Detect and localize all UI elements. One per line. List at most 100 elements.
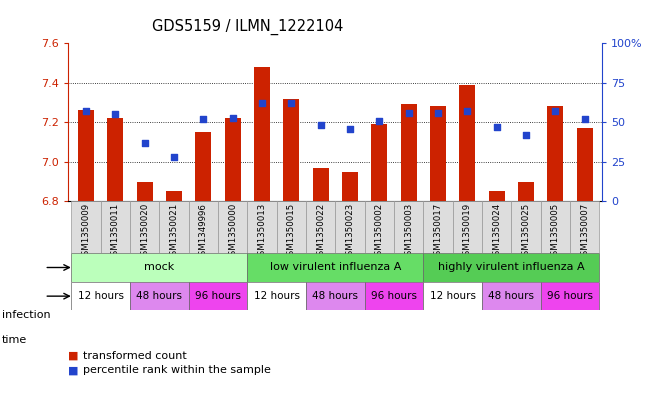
Bar xyxy=(306,282,365,310)
Point xyxy=(462,108,473,114)
Bar xyxy=(511,201,540,253)
Text: GSM1350011: GSM1350011 xyxy=(111,203,120,261)
Bar xyxy=(452,201,482,253)
Text: GSM1350015: GSM1350015 xyxy=(287,203,296,261)
Bar xyxy=(137,182,153,201)
Bar xyxy=(488,191,505,201)
Point xyxy=(110,111,120,118)
Point xyxy=(227,114,238,121)
Point xyxy=(139,140,150,146)
Bar xyxy=(342,172,358,201)
Bar xyxy=(218,201,247,253)
Bar xyxy=(400,105,417,201)
Text: 12 hours: 12 hours xyxy=(254,291,299,301)
Point xyxy=(81,108,91,114)
Point xyxy=(374,118,385,124)
Point xyxy=(550,108,561,114)
Text: ■: ■ xyxy=(68,351,79,361)
Text: infection: infection xyxy=(2,310,51,320)
Point xyxy=(492,124,502,130)
Text: 96 hours: 96 hours xyxy=(547,291,593,301)
Bar xyxy=(430,107,446,201)
Text: 12 hours: 12 hours xyxy=(430,291,476,301)
Bar xyxy=(365,282,423,310)
Bar xyxy=(482,201,511,253)
Bar xyxy=(312,168,329,201)
Bar xyxy=(423,253,599,282)
Text: GDS5159 / ILMN_1222104: GDS5159 / ILMN_1222104 xyxy=(152,19,343,35)
Bar xyxy=(547,107,563,201)
Text: GSM1350024: GSM1350024 xyxy=(492,203,501,261)
Text: ■: ■ xyxy=(68,365,79,375)
Text: GSM1349996: GSM1349996 xyxy=(199,203,208,261)
Text: GSM1350009: GSM1350009 xyxy=(81,203,90,261)
Bar xyxy=(371,124,387,201)
Point xyxy=(286,100,296,107)
Text: GSM1350007: GSM1350007 xyxy=(580,203,589,261)
Point xyxy=(256,100,267,107)
Text: GSM1350013: GSM1350013 xyxy=(257,203,266,261)
Bar xyxy=(540,282,599,310)
Bar xyxy=(540,201,570,253)
Bar xyxy=(277,201,306,253)
Point xyxy=(345,125,355,132)
Text: low virulent influenza A: low virulent influenza A xyxy=(270,263,401,272)
Bar xyxy=(78,110,94,201)
Bar xyxy=(577,128,592,201)
Text: transformed count: transformed count xyxy=(83,351,186,361)
Bar xyxy=(189,282,247,310)
Point xyxy=(315,122,326,129)
Text: time: time xyxy=(2,335,27,345)
Bar xyxy=(189,201,218,253)
Text: GSM1350019: GSM1350019 xyxy=(463,203,472,261)
Point xyxy=(404,110,414,116)
Point xyxy=(433,110,443,116)
Text: 96 hours: 96 hours xyxy=(195,291,241,301)
Text: 48 hours: 48 hours xyxy=(136,291,182,301)
Bar xyxy=(365,201,394,253)
Bar xyxy=(335,201,365,253)
Bar xyxy=(72,201,101,253)
Text: highly virulent influenza A: highly virulent influenza A xyxy=(438,263,585,272)
Bar xyxy=(195,132,212,201)
Bar xyxy=(570,201,599,253)
Text: 48 hours: 48 hours xyxy=(312,291,358,301)
Point xyxy=(198,116,208,122)
Text: percentile rank within the sample: percentile rank within the sample xyxy=(83,365,271,375)
Text: GSM1350021: GSM1350021 xyxy=(169,203,178,261)
Text: GSM1350002: GSM1350002 xyxy=(375,203,383,261)
Text: GSM1350020: GSM1350020 xyxy=(140,203,149,261)
Bar xyxy=(283,99,299,201)
Bar xyxy=(482,282,540,310)
Text: GSM1350022: GSM1350022 xyxy=(316,203,325,261)
Bar xyxy=(459,85,475,201)
Bar xyxy=(247,201,277,253)
Bar xyxy=(159,201,189,253)
Text: GSM1350005: GSM1350005 xyxy=(551,203,560,261)
Text: GSM1350025: GSM1350025 xyxy=(521,203,531,261)
Point xyxy=(169,154,179,160)
Bar xyxy=(247,282,306,310)
Text: 96 hours: 96 hours xyxy=(371,291,417,301)
Bar xyxy=(247,253,423,282)
Bar xyxy=(254,67,270,201)
Text: GSM1350017: GSM1350017 xyxy=(434,203,443,261)
Bar xyxy=(72,253,247,282)
Text: GSM1350000: GSM1350000 xyxy=(228,203,237,261)
Bar xyxy=(518,182,534,201)
Bar xyxy=(72,282,130,310)
Text: GSM1350023: GSM1350023 xyxy=(346,203,354,261)
Bar xyxy=(101,201,130,253)
Bar xyxy=(166,191,182,201)
Point xyxy=(521,132,531,138)
Bar xyxy=(107,118,123,201)
Text: GSM1350003: GSM1350003 xyxy=(404,203,413,261)
Point xyxy=(579,116,590,122)
Text: 48 hours: 48 hours xyxy=(488,291,534,301)
Text: mock: mock xyxy=(144,263,174,272)
Bar xyxy=(225,118,241,201)
Bar xyxy=(423,201,452,253)
Bar xyxy=(130,282,189,310)
Bar xyxy=(130,201,159,253)
Text: 12 hours: 12 hours xyxy=(77,291,124,301)
